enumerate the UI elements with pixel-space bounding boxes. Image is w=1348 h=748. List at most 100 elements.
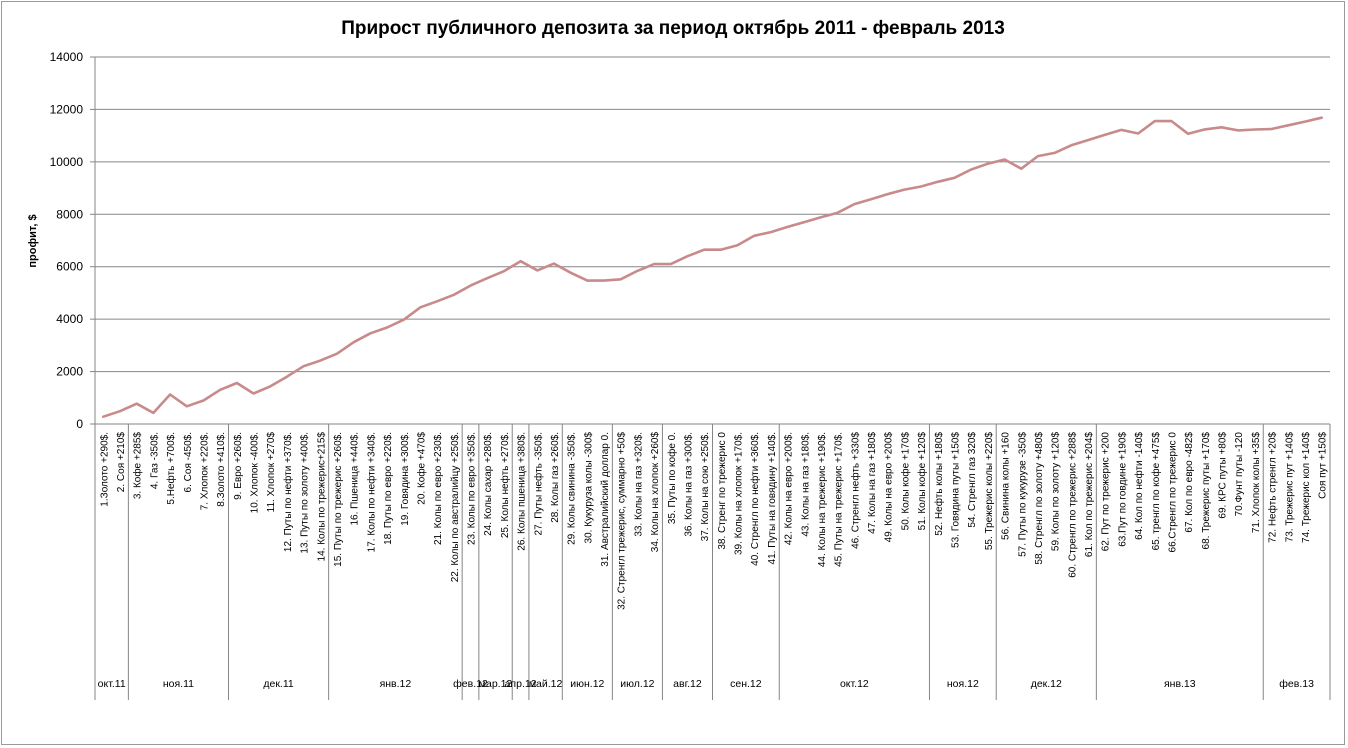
x-tick-label: 46. Стренгл нефть +330$ <box>849 432 861 549</box>
x-tick-label: 68. Трежерис путы +170$ <box>1201 432 1212 550</box>
x-tick-label: 47. Колы на газ +180$ <box>867 432 878 534</box>
x-tick-label: 9. Евро +260$. <box>233 432 244 500</box>
x-tick-label: 44. Колы на трежерис +190$. <box>817 432 828 567</box>
y-tick-label: 12000 <box>50 102 84 116</box>
x-tick-label: 31. Австралийский доллар 0. <box>600 432 611 567</box>
month-label: ноя.11 <box>163 678 194 690</box>
x-tick-label: 45. Путы на трежерис +170$. <box>834 432 845 567</box>
y-tick-label: 2000 <box>56 365 83 379</box>
x-tick-label: 66.Стренгл по трежерис 0 <box>1167 432 1178 553</box>
month-label: янв.13 <box>1164 678 1196 690</box>
x-tick-label: Соя пут +150$ <box>1318 432 1329 499</box>
x-tick-label: 56. Свинина колы +160 <box>1001 432 1012 540</box>
month-axis: окт.11 ноя.11 дек.11 янв.12 фев.12мар.12апр.… <box>94 424 1331 700</box>
x-tick-label: 3. Кофе +285$ <box>132 432 144 500</box>
y-tick-label: 14000 <box>50 50 84 64</box>
x-tick-label: 63.Пут по говдине +190$ <box>1117 432 1128 547</box>
x-tick-label: 50. Колы кофе +170$ <box>899 432 911 531</box>
x-tick-label: 41. Путы на говядину +140$. <box>767 432 778 564</box>
month-label: апр.12 <box>505 678 537 690</box>
x-tick-label: 35. Путы по кофе 0. <box>666 432 678 524</box>
x-tick-label: 64. Кол по нефти -140$ <box>1133 432 1145 540</box>
month-label: фев.12 <box>453 678 488 690</box>
x-tick-label: 74. Трежерис кол +140$ <box>1301 432 1312 543</box>
x-tick-label: 12. Путы по нефти +370$. <box>282 432 294 552</box>
x-tick-label: 51. Колы кофе +120$ <box>916 432 928 531</box>
x-tick-label: 27. Путы нефть -350$. <box>532 432 544 535</box>
x-tick-label: 37. Колы на сою +250$. <box>700 432 711 541</box>
x-tick-label: 4. Газ -350$. <box>149 432 160 489</box>
month-label: дек.11 <box>263 678 294 690</box>
x-axis-labels: 1.Золото +290$. 2. Соя +210$ 3. Кофе +285$… <box>99 432 1328 610</box>
x-tick-label: 59. Колы по золоту +120$ <box>1051 432 1062 552</box>
y-axis-ticks: 0 2000 4000 6000 8000 10000 12000 14000 <box>50 50 95 431</box>
x-tick-label: 10. Хлопок -400$. <box>250 432 261 513</box>
x-tick-label: 18. Путы по евро +220$. <box>383 432 394 545</box>
x-tick-label: 8.Золото +410$. <box>216 432 227 507</box>
x-tick-label: 29. Колы свинина -350$. <box>567 432 578 545</box>
x-tick-label: 33. Колы на газ +320$. <box>633 432 644 537</box>
x-tick-label: 20. Кофе +470$ <box>415 432 427 505</box>
x-tick-label: 2. Соя +210$ <box>116 432 127 493</box>
month-label: мар.12 <box>479 678 513 690</box>
x-tick-label: 38. Стренг по трежерис 0 <box>717 432 728 550</box>
x-tick-label: 23. Колы по евро +350$. <box>467 432 478 545</box>
x-tick-label: 40. Стренгл по нефти +360$. <box>749 432 761 566</box>
x-tick-label: 19. Говядина +300$. <box>400 432 411 526</box>
x-tick-label: 61. Кол по трежерис +204$ <box>1084 432 1095 558</box>
x-tick-label: 57. Путы по кукурузе -350$ <box>1017 432 1028 557</box>
x-tick-label: 42. Колы на евро +200$. <box>784 432 795 545</box>
x-tick-label: 14. Колы по трежерис+215$ <box>316 432 327 562</box>
x-tick-label: 21. Колы по евро +230$. <box>433 432 444 545</box>
y-tick-label: 0 <box>76 417 83 431</box>
x-tick-label: 62. Пут по трежерис +200 <box>1101 432 1112 552</box>
x-tick-label: 11. Хлопок +270$ <box>266 432 277 513</box>
month-label: окт.12 <box>840 678 869 690</box>
x-tick-label: 67. Кол по евро -482$ <box>1184 432 1195 533</box>
month-label: сен.12 <box>730 678 762 690</box>
x-tick-label: 6. Соя -450$. <box>183 432 194 492</box>
x-axis <box>94 57 1330 425</box>
x-tick-label: 49. Колы на евро +200$ <box>884 432 895 543</box>
x-tick-label: 60. Стренгл по трежерис +288$ <box>1067 432 1078 578</box>
x-tick-label: 58. Стренгл по золоту +480$ <box>1034 432 1045 565</box>
x-tick-label: 22. Колы по австралийцу +250$. <box>450 432 461 582</box>
x-tick-label: 43. Колы на газ +180$. <box>800 432 811 537</box>
series-line <box>102 116 1323 419</box>
x-tick-label: 71. Хлопок колы +35$ <box>1251 432 1262 534</box>
x-tick-label: 5.Нефть +700$. <box>165 432 177 505</box>
x-tick-label: 39. Колы на хлопок +170$. <box>734 432 745 555</box>
x-tick-label: 36. Колы на газ +300$. <box>683 432 694 537</box>
month-label: фев.13 <box>1279 678 1314 690</box>
y-tick-label: 4000 <box>56 312 83 326</box>
month-label: янв.12 <box>380 678 412 690</box>
x-tick-label: 32. Стренгл трежерис, суммарно +50$ <box>617 432 628 610</box>
x-tick-label: 69. КРС путы +80$ <box>1218 432 1229 519</box>
x-tick-label: 24. Колы сахар +280$. <box>483 432 494 536</box>
profit-series <box>102 116 1323 419</box>
x-tick-label: 65. тренгл по кофе +475$ <box>1150 432 1162 551</box>
y-tick-label: 6000 <box>56 260 83 274</box>
month-label: авг.12 <box>673 678 702 690</box>
x-tick-label: 28. Колы газ +260$. <box>550 432 561 523</box>
x-tick-label: 25. Колы нефть +270$. <box>499 432 511 538</box>
x-tick-label: 30. Кукуруза колы -300$ <box>583 432 594 544</box>
x-tick-label: 72. Нефть стренгл +20$ <box>1267 432 1279 543</box>
x-tick-label: 73. Трежерис пут +140$ <box>1284 432 1295 543</box>
x-tick-label: 15. Путы по трежерис +260$. <box>333 432 344 567</box>
x-tick-label: 13. Путы по золоту +400$. <box>300 432 311 554</box>
chart-title: Прирост публичного депозита за период ок… <box>341 18 1005 39</box>
y-axis-label: профит, $ <box>27 214 39 267</box>
x-tick-label: 17. Колы по нефти +340$. <box>365 432 377 552</box>
x-tick-label: 1.Золото +290$. <box>99 432 110 507</box>
x-tick-label: 52. Нефть колы +180$ <box>933 432 945 536</box>
x-tick-label: 70.Фунт путы -120 <box>1234 432 1245 517</box>
month-label: окт.11 <box>98 678 126 690</box>
x-tick-label: 26. Колы пшеница +380$. <box>517 432 528 551</box>
x-tick-label: 34. Колы на хлопок +260$ <box>650 432 661 553</box>
x-tick-label: 16. Пшеница +440$. <box>350 432 361 526</box>
month-label: июл.12 <box>620 678 654 690</box>
month-label: июн.12 <box>570 678 604 690</box>
